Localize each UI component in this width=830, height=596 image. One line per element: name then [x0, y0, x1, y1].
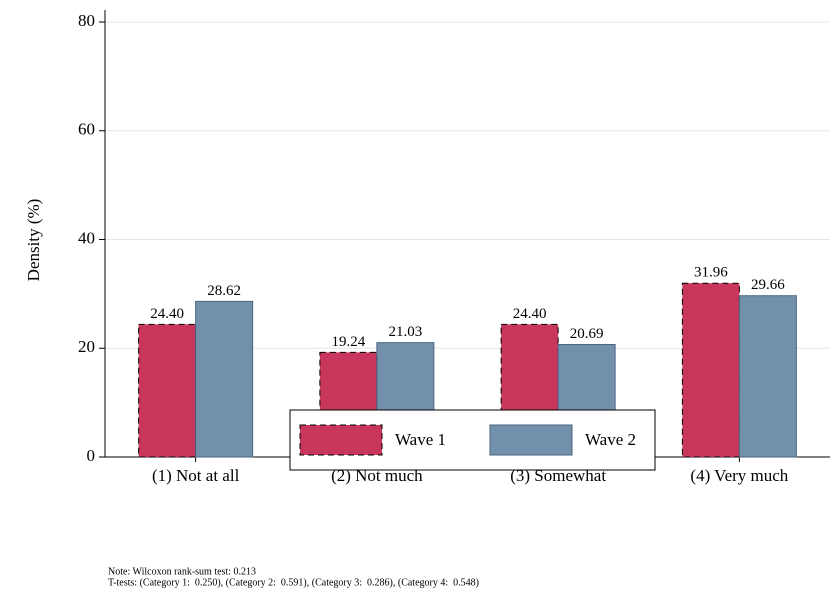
value-label: 20.69: [570, 326, 604, 342]
value-label: 31.96: [694, 265, 728, 281]
y-tick-label: 80: [78, 11, 95, 30]
x-tick-label: (1) Not at all: [152, 466, 240, 485]
y-tick-label: 40: [78, 228, 95, 247]
x-tick-label: (3) Somewhat: [510, 466, 606, 485]
x-tick-label: (2) Not much: [331, 466, 423, 485]
y-tick-label: 60: [78, 120, 95, 139]
value-label: 28.62: [207, 283, 241, 299]
legend-label: Wave 1: [395, 430, 446, 449]
bar: [738, 295, 797, 458]
y-axis-label: Density (%): [24, 199, 43, 282]
value-label: 21.03: [389, 324, 423, 340]
legend-swatch: [299, 424, 383, 456]
note: T-tests: (Category 1: 0.250), (Category …: [108, 577, 479, 588]
value-label: 24.40: [513, 306, 547, 322]
value-label: 29.66: [751, 277, 785, 293]
value-label: 19.24: [332, 334, 366, 350]
legend-swatch: [489, 424, 573, 456]
y-tick-label: 20: [78, 337, 95, 356]
bar: [138, 323, 197, 458]
value-label: 24.40: [150, 306, 184, 322]
y-tick-label: 0: [87, 446, 96, 465]
legend-label: Wave 2: [585, 430, 636, 449]
bar: [681, 282, 740, 458]
bar: [195, 300, 254, 458]
note: Note: Wilcoxon rank-sum test: 0.213: [108, 566, 256, 577]
x-tick-label: (4) Very much: [690, 466, 788, 485]
